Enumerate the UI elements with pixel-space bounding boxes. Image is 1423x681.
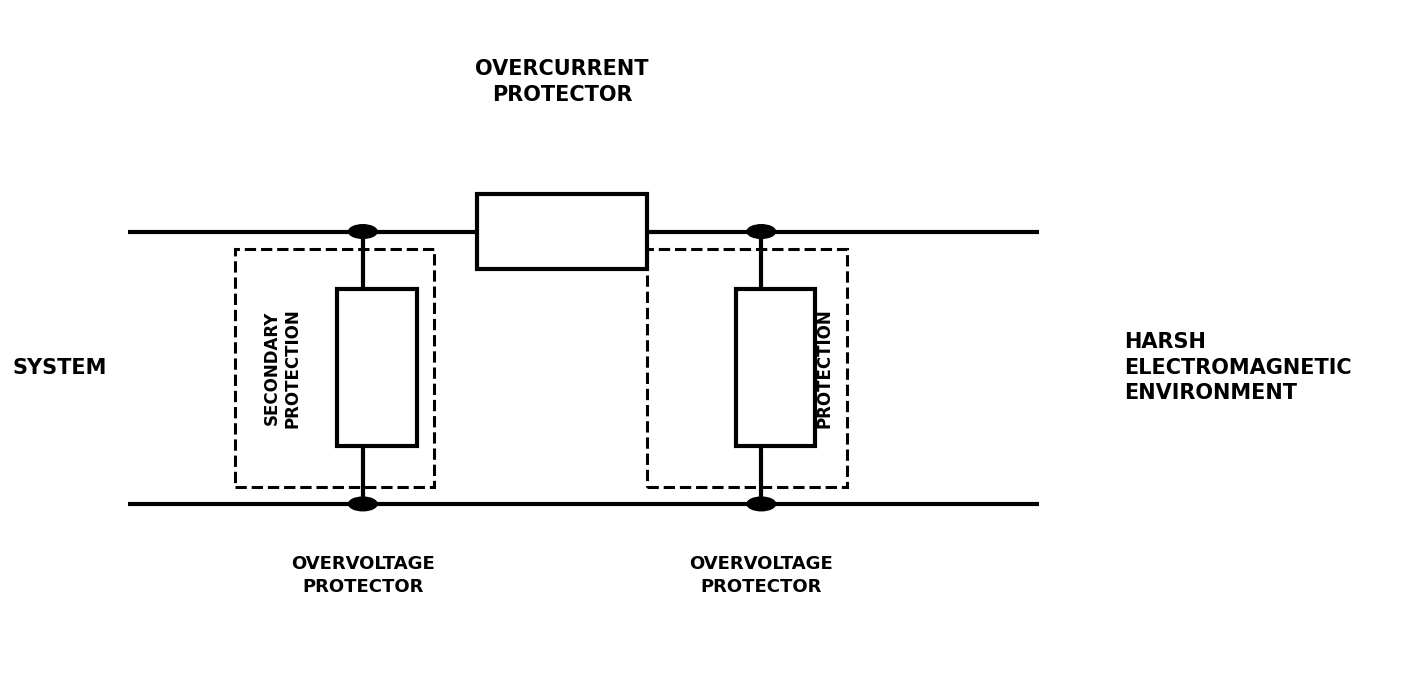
Circle shape bbox=[747, 497, 776, 511]
Bar bbox=[647, 249, 847, 487]
Circle shape bbox=[747, 225, 776, 238]
Bar bbox=[337, 289, 417, 446]
Text: SYSTEM: SYSTEM bbox=[13, 358, 107, 378]
Text: OVERVOLTAGE
PROTECTOR: OVERVOLTAGE PROTECTOR bbox=[290, 555, 435, 596]
Circle shape bbox=[349, 225, 377, 238]
Text: PRIMARY
PROTECTION: PRIMARY PROTECTION bbox=[794, 308, 834, 428]
Text: SECONDARY
PROTECTION: SECONDARY PROTECTION bbox=[262, 308, 302, 428]
Circle shape bbox=[349, 497, 377, 511]
Bar bbox=[736, 289, 815, 446]
Text: HARSH
ELECTROMAGNETIC
ENVIRONMENT: HARSH ELECTROMAGNETIC ENVIRONMENT bbox=[1124, 332, 1352, 403]
Text: OVERCURRENT
PROTECTOR: OVERCURRENT PROTECTOR bbox=[475, 59, 649, 104]
Bar bbox=[235, 249, 434, 487]
Text: OVERVOLTAGE
PROTECTOR: OVERVOLTAGE PROTECTOR bbox=[689, 555, 834, 596]
Bar bbox=[477, 194, 647, 269]
